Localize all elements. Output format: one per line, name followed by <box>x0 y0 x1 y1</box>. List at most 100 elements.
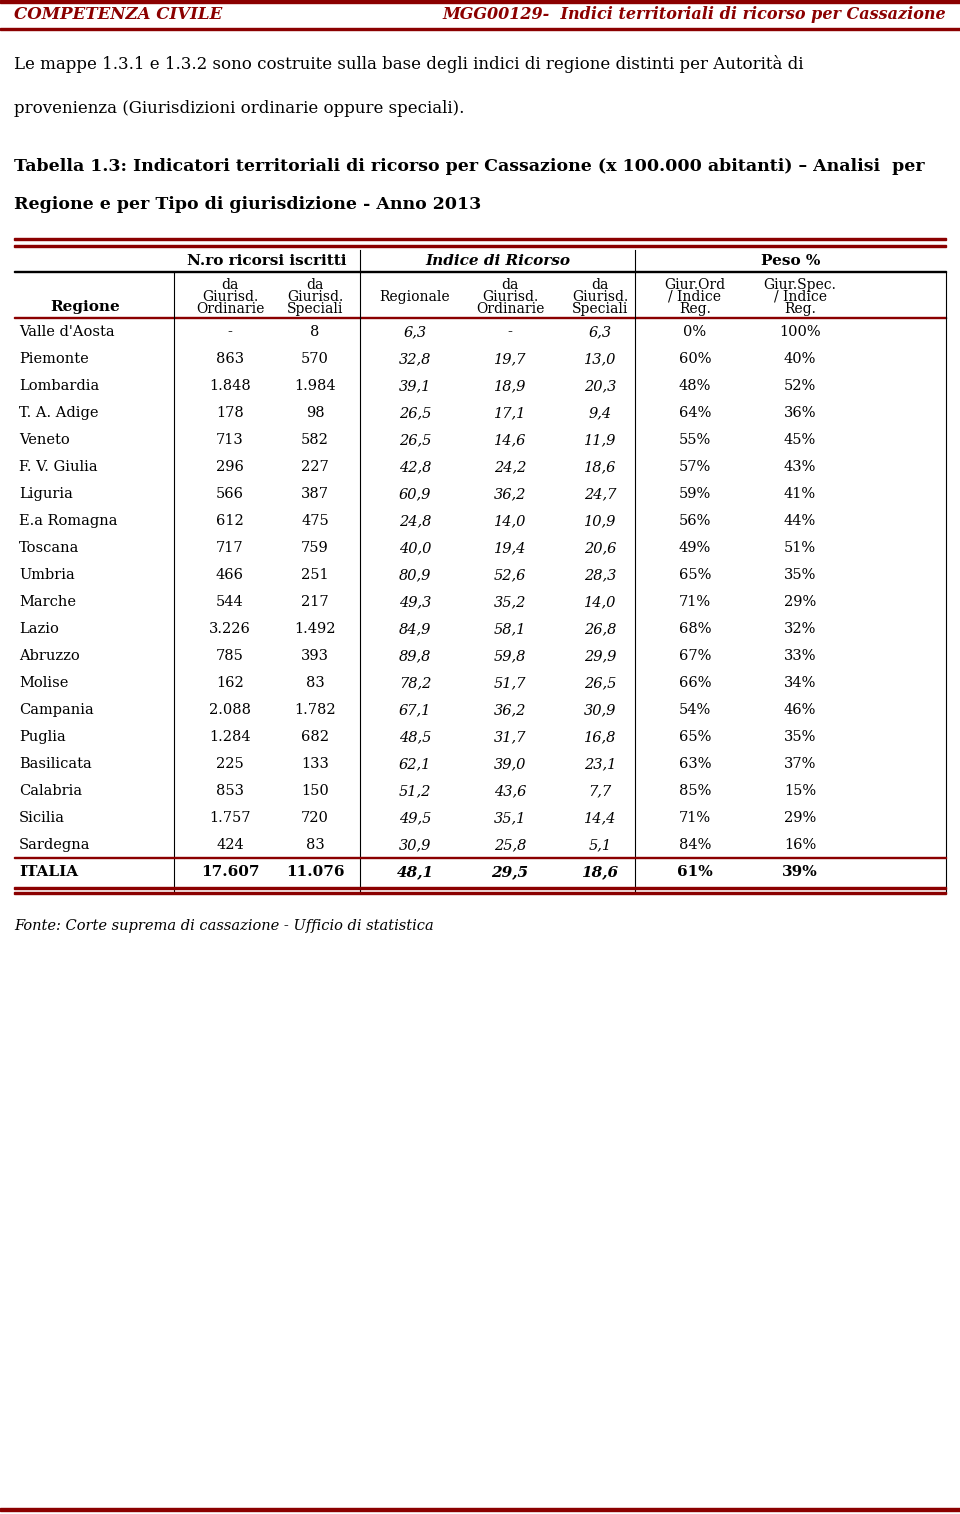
Text: 30,9: 30,9 <box>398 839 431 852</box>
Text: 717: 717 <box>216 540 244 556</box>
Text: 65%: 65% <box>679 730 711 743</box>
Text: 39,1: 39,1 <box>398 378 431 394</box>
Text: 51%: 51% <box>784 540 816 556</box>
Text: 49,3: 49,3 <box>398 595 431 609</box>
Text: 28,3: 28,3 <box>584 568 616 581</box>
Text: E.a Romagna: E.a Romagna <box>19 513 117 528</box>
Text: 65%: 65% <box>679 568 711 581</box>
Text: 66%: 66% <box>679 675 711 690</box>
Text: 17,1: 17,1 <box>493 406 526 419</box>
Text: 217: 217 <box>301 595 329 609</box>
Text: provenienza (Giurisdizioni ordinarie oppure speciali).: provenienza (Giurisdizioni ordinarie opp… <box>14 100 465 117</box>
Text: Basilicata: Basilicata <box>19 757 92 771</box>
Text: / Indice: / Indice <box>668 291 722 304</box>
Text: 36,2: 36,2 <box>493 488 526 501</box>
Text: Liguria: Liguria <box>19 488 73 501</box>
Text: 58,1: 58,1 <box>493 622 526 636</box>
Text: 566: 566 <box>216 488 244 501</box>
Text: 78,2: 78,2 <box>398 675 431 690</box>
Text: 59%: 59% <box>679 488 711 501</box>
Text: 0%: 0% <box>684 326 707 339</box>
Text: 35%: 35% <box>783 730 816 743</box>
Text: F. V. Giulia: F. V. Giulia <box>19 460 98 474</box>
Text: 5,1: 5,1 <box>588 839 612 852</box>
Text: Molise: Molise <box>19 675 68 690</box>
Text: MGG00129-  Indici territoriali di ricorso per Cassazione: MGG00129- Indici territoriali di ricorso… <box>443 6 946 23</box>
Text: 133: 133 <box>301 757 329 771</box>
Text: T. A. Adige: T. A. Adige <box>19 406 99 419</box>
Text: 393: 393 <box>301 650 329 663</box>
Text: 178: 178 <box>216 406 244 419</box>
Text: Ordinarie: Ordinarie <box>476 301 544 316</box>
Text: 41%: 41% <box>784 488 816 501</box>
Text: 713: 713 <box>216 433 244 447</box>
Text: 49%: 49% <box>679 540 711 556</box>
Text: 51,2: 51,2 <box>398 784 431 798</box>
Text: da: da <box>306 279 324 292</box>
Text: 42,8: 42,8 <box>398 460 431 474</box>
Text: 35,1: 35,1 <box>493 812 526 825</box>
Text: 71%: 71% <box>679 595 711 609</box>
Text: 7,7: 7,7 <box>588 784 612 798</box>
Text: 544: 544 <box>216 595 244 609</box>
Text: 33%: 33% <box>783 650 816 663</box>
Text: 475: 475 <box>301 513 329 528</box>
Text: N.ro ricorsi iscritti: N.ro ricorsi iscritti <box>187 254 347 268</box>
Text: 225: 225 <box>216 757 244 771</box>
Text: Calabria: Calabria <box>19 784 83 798</box>
Text: 32%: 32% <box>783 622 816 636</box>
Text: 32,8: 32,8 <box>398 351 431 366</box>
Text: 30,9: 30,9 <box>584 702 616 718</box>
Text: Reg.: Reg. <box>784 301 816 316</box>
Text: 720: 720 <box>301 812 329 825</box>
Text: Tabella 1.3: Indicatori territoriali di ricorso per Cassazione (x 100.000 abitan: Tabella 1.3: Indicatori territoriali di … <box>14 157 924 176</box>
Text: 49,5: 49,5 <box>398 812 431 825</box>
Text: 29%: 29% <box>784 812 816 825</box>
Text: 1.782: 1.782 <box>294 702 336 718</box>
Text: 43%: 43% <box>783 460 816 474</box>
Text: Ordinarie: Ordinarie <box>196 301 264 316</box>
Text: 57%: 57% <box>679 460 711 474</box>
Bar <box>14 892 946 893</box>
Text: 45%: 45% <box>784 433 816 447</box>
Text: 52%: 52% <box>784 378 816 394</box>
Text: 71%: 71% <box>679 812 711 825</box>
Text: 43,6: 43,6 <box>493 784 526 798</box>
Bar <box>14 238 946 241</box>
Bar <box>14 887 946 889</box>
Text: 67%: 67% <box>679 650 711 663</box>
Text: 15%: 15% <box>784 784 816 798</box>
Text: 89,8: 89,8 <box>398 650 431 663</box>
Text: Sicilia: Sicilia <box>19 812 65 825</box>
Text: Giur.Spec.: Giur.Spec. <box>763 279 836 292</box>
Text: 23,1: 23,1 <box>584 757 616 771</box>
Text: 98: 98 <box>305 406 324 419</box>
Text: 84%: 84% <box>679 839 711 852</box>
Text: 56%: 56% <box>679 513 711 528</box>
Text: 64%: 64% <box>679 406 711 419</box>
Text: 59,8: 59,8 <box>493 650 526 663</box>
Text: 14,0: 14,0 <box>584 595 616 609</box>
Text: Peso %: Peso % <box>761 254 820 268</box>
Text: Puglia: Puglia <box>19 730 65 743</box>
Text: Sardegna: Sardegna <box>19 839 90 852</box>
Text: 16%: 16% <box>784 839 816 852</box>
Text: 16,8: 16,8 <box>584 730 616 743</box>
Text: 6,3: 6,3 <box>588 326 612 339</box>
Text: 83: 83 <box>305 839 324 852</box>
Text: 48,5: 48,5 <box>398 730 431 743</box>
Text: 52,6: 52,6 <box>493 568 526 581</box>
Text: 24,7: 24,7 <box>584 488 616 501</box>
Text: 853: 853 <box>216 784 244 798</box>
Text: 466: 466 <box>216 568 244 581</box>
Text: 62,1: 62,1 <box>398 757 431 771</box>
Text: 1.492: 1.492 <box>295 622 336 636</box>
Text: Le mappe 1.3.1 e 1.3.2 sono costruite sulla base degli indici di regione distint: Le mappe 1.3.1 e 1.3.2 sono costruite su… <box>14 55 804 73</box>
Text: / Indice: / Indice <box>774 291 827 304</box>
Text: 13,0: 13,0 <box>584 351 616 366</box>
Text: 14,0: 14,0 <box>493 513 526 528</box>
Text: 40%: 40% <box>783 351 816 366</box>
Text: COMPETENZA CIVILE: COMPETENZA CIVILE <box>14 6 223 23</box>
Text: 3.226: 3.226 <box>209 622 251 636</box>
Text: 84,9: 84,9 <box>398 622 431 636</box>
